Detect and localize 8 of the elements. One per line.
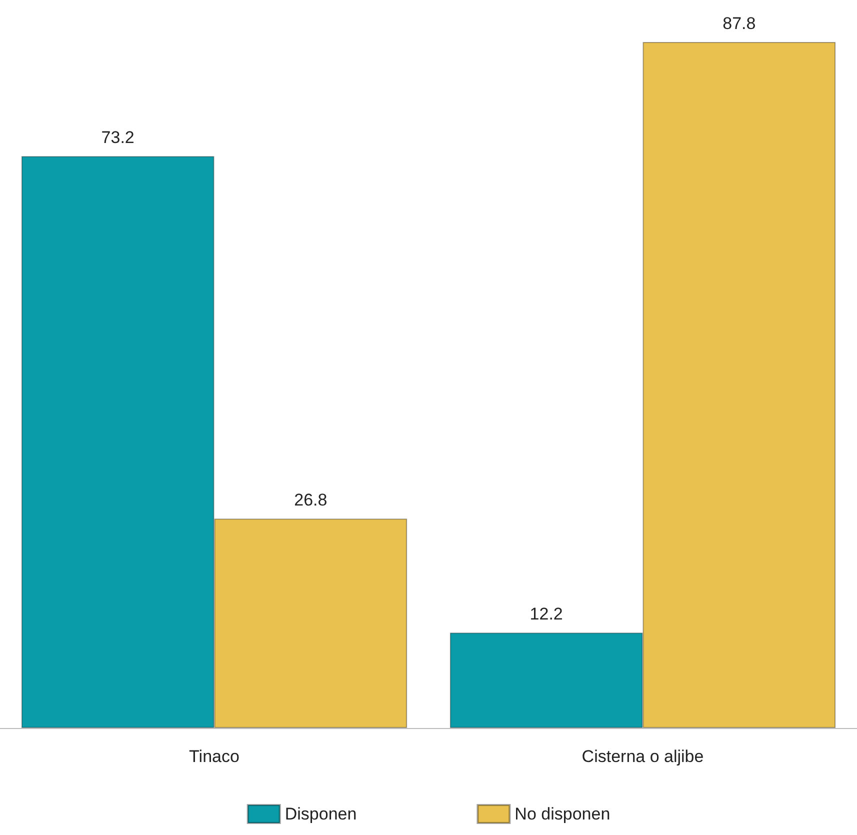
data-label: 26.8 bbox=[294, 490, 328, 510]
data-label: 12.2 bbox=[530, 604, 563, 624]
data-label: 73.2 bbox=[101, 128, 134, 148]
x-tick-label: Tinaco bbox=[189, 747, 240, 766]
x-tick-label: Cisterna o aljibe bbox=[582, 747, 704, 766]
legend-label: No disponen bbox=[514, 804, 610, 824]
legend-label: Disponen bbox=[284, 804, 357, 824]
data-label: 87.8 bbox=[722, 14, 756, 33]
